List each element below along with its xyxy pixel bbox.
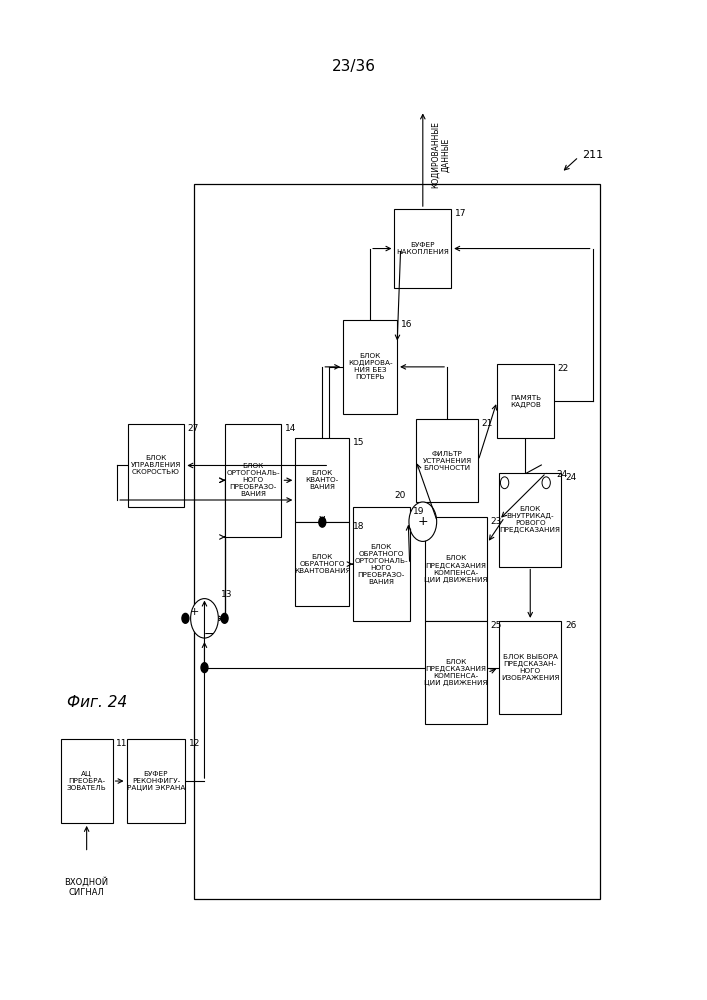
Text: БЛОК
КВАНТО-
ВАНИЯ: БЛОК КВАНТО- ВАНИЯ <box>305 470 339 490</box>
Bar <box>425 621 487 724</box>
Text: −: − <box>204 628 214 641</box>
Text: 16: 16 <box>401 320 412 329</box>
Text: +: + <box>418 515 428 528</box>
Circle shape <box>221 613 228 623</box>
Text: 24: 24 <box>565 473 576 482</box>
Bar <box>416 419 478 502</box>
Text: 18: 18 <box>353 522 364 531</box>
Text: ВХОДНОЙ
СИГНАЛ: ВХОДНОЙ СИГНАЛ <box>64 877 109 897</box>
Bar <box>353 507 409 621</box>
Text: Фиг. 24: Фиг. 24 <box>67 695 127 710</box>
Circle shape <box>191 599 218 638</box>
Bar <box>127 424 185 507</box>
Text: 13: 13 <box>221 590 233 599</box>
Text: 11: 11 <box>116 739 127 748</box>
Bar <box>61 739 112 823</box>
Text: КОДИРОВАННЫЕ
ДАННЫЕ: КОДИРОВАННЫЕ ДАННЫЕ <box>431 121 450 188</box>
Bar <box>395 209 451 288</box>
Text: 14: 14 <box>285 424 296 433</box>
Circle shape <box>542 477 550 489</box>
Circle shape <box>319 517 326 527</box>
Text: БЛОК
ОРТОГОНАЛЬ-
НОГО
ПРЕОБРАЗО-
ВАНИЯ: БЛОК ОРТОГОНАЛЬ- НОГО ПРЕОБРАЗО- ВАНИЯ <box>226 463 280 497</box>
Text: 19: 19 <box>413 507 425 516</box>
Text: БЛОК
УПРАВЛЕНИЯ
СКОРОСТЬЮ: БЛОК УПРАВЛЕНИЯ СКОРОСТЬЮ <box>131 455 181 475</box>
Bar <box>225 424 281 537</box>
Bar <box>127 739 185 823</box>
Text: 12: 12 <box>189 739 200 748</box>
Bar <box>499 621 561 714</box>
Text: БЛОК
ОБРАТНОГО
ОРТОГОНАЛЬ-
НОГО
ПРЕОБРАЗО-
ВАНИЯ: БЛОК ОБРАТНОГО ОРТОГОНАЛЬ- НОГО ПРЕОБРАЗ… <box>354 544 408 585</box>
Text: ФИЛЬТР
УСТРАНЕНИЯ
БЛОЧНОСТИ: ФИЛЬТР УСТРАНЕНИЯ БЛОЧНОСТИ <box>423 451 472 471</box>
Bar <box>296 438 349 522</box>
Text: БЛОК
ПРЕДСКАЗАНИЯ
КОМПЕНСА-
ЦИИ ДВИЖЕНИЯ: БЛОК ПРЕДСКАЗАНИЯ КОМПЕНСА- ЦИИ ДВИЖЕНИЯ <box>424 659 488 686</box>
Text: 23/36: 23/36 <box>332 59 375 74</box>
Text: 20: 20 <box>395 491 407 500</box>
Bar <box>497 364 554 438</box>
Text: 24: 24 <box>556 470 568 479</box>
Text: 22: 22 <box>557 364 568 373</box>
Text: АЦ
ПРЕОБРА-
ЗОВАТЕЛЬ: АЦ ПРЕОБРА- ЗОВАТЕЛЬ <box>66 771 107 791</box>
Circle shape <box>201 663 208 673</box>
Text: БЛОК
ПРЕДСКАЗАНИЯ
КОМПЕНСА-
ЦИИ ДВИЖЕНИЯ: БЛОК ПРЕДСКАЗАНИЯ КОМПЕНСА- ЦИИ ДВИЖЕНИЯ <box>424 555 488 583</box>
Text: БЛОК
КОДИРОВА-
НИЯ БЕЗ
ПОТЕРЬ: БЛОК КОДИРОВА- НИЯ БЕЗ ПОТЕРЬ <box>348 353 392 380</box>
Text: БУФЕР
РЕКОНФИГУ-
РАЦИИ ЭКРАНА: БУФЕР РЕКОНФИГУ- РАЦИИ ЭКРАНА <box>127 771 185 791</box>
Circle shape <box>501 477 509 489</box>
Text: ПАМЯТЬ
КАДРОВ: ПАМЯТЬ КАДРОВ <box>510 395 541 408</box>
Text: 23: 23 <box>491 517 502 526</box>
Bar <box>343 320 397 414</box>
Text: БЛОК
ВНУТРИКАД-
РОВОГО
ПРЕДСКАЗАНИЯ: БЛОК ВНУТРИКАД- РОВОГО ПРЕДСКАЗАНИЯ <box>500 506 561 533</box>
Text: 211: 211 <box>583 150 603 160</box>
Text: 17: 17 <box>455 209 466 218</box>
Bar <box>296 522 349 606</box>
Text: БЛОК
ОБРАТНОГО
КВАНТОВАНИЯ: БЛОК ОБРАТНОГО КВАНТОВАНИЯ <box>294 554 351 574</box>
Bar <box>194 184 600 899</box>
Text: 21: 21 <box>481 419 493 428</box>
Circle shape <box>409 502 437 541</box>
Text: 15: 15 <box>353 438 364 447</box>
Bar <box>499 473 561 567</box>
Text: БЛОК ВЫБОРА
ПРЕДСКАЗАН-
НОГО
ИЗОБРАЖЕНИЯ: БЛОК ВЫБОРА ПРЕДСКАЗАН- НОГО ИЗОБРАЖЕНИЯ <box>501 654 559 681</box>
Bar <box>425 517 487 621</box>
Text: 26: 26 <box>565 621 576 630</box>
Text: +: + <box>189 607 199 617</box>
Text: 25: 25 <box>491 621 502 630</box>
Text: 27: 27 <box>188 424 199 433</box>
Circle shape <box>182 613 189 623</box>
Text: БУФЕР
НАКОПЛЕНИЯ: БУФЕР НАКОПЛЕНИЯ <box>397 242 449 255</box>
